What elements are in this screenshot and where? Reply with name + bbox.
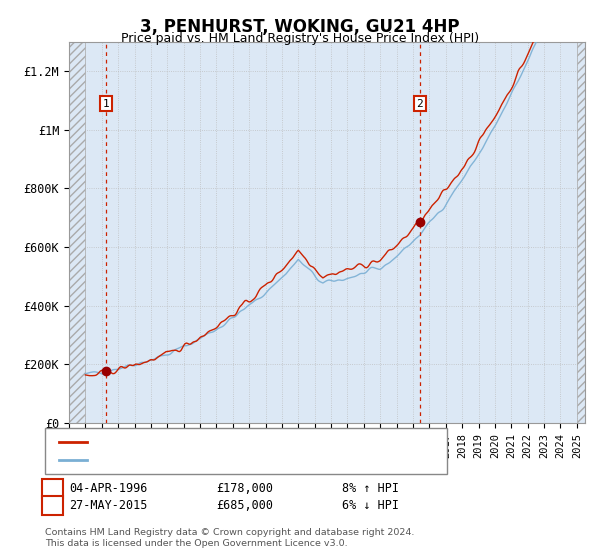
Text: 2: 2 — [49, 500, 56, 510]
Text: 1: 1 — [49, 483, 56, 493]
Text: 1: 1 — [103, 99, 109, 109]
Text: Contains HM Land Registry data © Crown copyright and database right 2024.
This d: Contains HM Land Registry data © Crown c… — [45, 528, 415, 548]
Text: HPI: Average price, detached house, Woking: HPI: Average price, detached house, Woki… — [93, 455, 366, 465]
Bar — [577, 42, 585, 423]
Text: £685,000: £685,000 — [216, 498, 273, 512]
Text: 2: 2 — [416, 99, 423, 109]
Text: 3, PENHURST, WOKING, GU21 4HP: 3, PENHURST, WOKING, GU21 4HP — [140, 18, 460, 36]
Text: 6% ↓ HPI: 6% ↓ HPI — [342, 498, 399, 512]
Text: 04-APR-1996: 04-APR-1996 — [69, 482, 148, 495]
Text: 27-MAY-2015: 27-MAY-2015 — [69, 498, 148, 512]
Text: 3, PENHURST, WOKING, GU21 4HP (detached house): 3, PENHURST, WOKING, GU21 4HP (detached … — [93, 437, 392, 447]
Bar — [69, 42, 85, 423]
Text: £178,000: £178,000 — [216, 482, 273, 495]
Text: 8% ↑ HPI: 8% ↑ HPI — [342, 482, 399, 495]
Text: Price paid vs. HM Land Registry's House Price Index (HPI): Price paid vs. HM Land Registry's House … — [121, 32, 479, 45]
